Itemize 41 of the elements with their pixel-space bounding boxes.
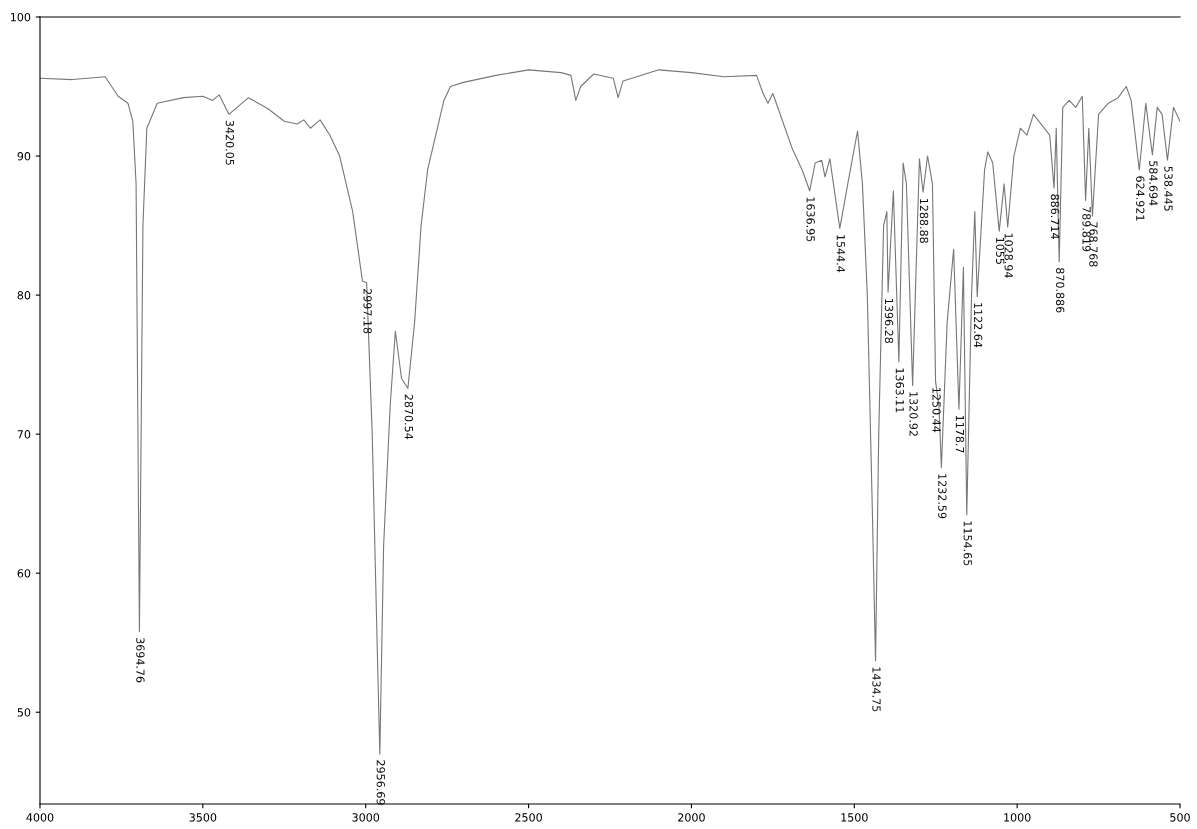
line-series [40,69,1180,755]
x-tick-label: 2500 [515,813,542,822]
annotation: 2997.18 [363,288,372,334]
annotation: 1154.65 [963,521,972,566]
annotation: 2956.69 [376,760,385,805]
x-tick-label: 1500 [841,813,868,822]
annotation: 624.921 [1136,176,1145,221]
annotation: 3420.05 [225,120,235,165]
annotation: 584.694 [1149,161,1158,206]
x-tick-label: 500 [1170,813,1190,822]
annotation: 1232.59 [938,474,947,519]
y-tick-label: 80 [17,291,31,300]
annotation: 1636.95 [806,197,815,242]
annotation: 1122.64 [973,303,983,348]
annotation: 1363.11 [895,368,905,413]
x-tick-label: 2000 [678,813,705,822]
x-tick-label: 3500 [189,813,217,822]
annotation: 1055 [996,237,1005,264]
y-tick-label: 60 [17,569,31,578]
x-tick-label: 4000 [26,813,54,822]
y-tick-label: 70 [17,430,31,439]
annotation: 538.445 [1164,166,1173,211]
annotation: 1544.4 [836,235,845,273]
annotation: 1250.44 [932,388,941,433]
y-tick-label: 50 [17,708,31,717]
annotation: 1434.75 [872,667,881,712]
x-tick-label: 1000 [1004,813,1031,822]
y-tick-label: 90 [17,152,31,161]
annotation: 1178.7 [955,415,965,453]
annotation: 1396.28 [884,299,894,344]
y-tick-label: 100 [10,12,31,22]
annotation: 1320.92 [909,392,918,436]
annotation: 870.886 [1055,268,1065,313]
annotation: 1288.88 [919,198,929,243]
annotation: 2870.54 [404,394,414,440]
annotation: 3694.76 [136,637,145,683]
annotation: 789.819 [1082,207,1091,252]
annotation: 1028.94 [1004,233,1013,278]
x-tick-label: 3000 [352,813,380,822]
annotation: 768.768 [1089,222,1098,267]
annotation: 886.714 [1050,194,1060,239]
